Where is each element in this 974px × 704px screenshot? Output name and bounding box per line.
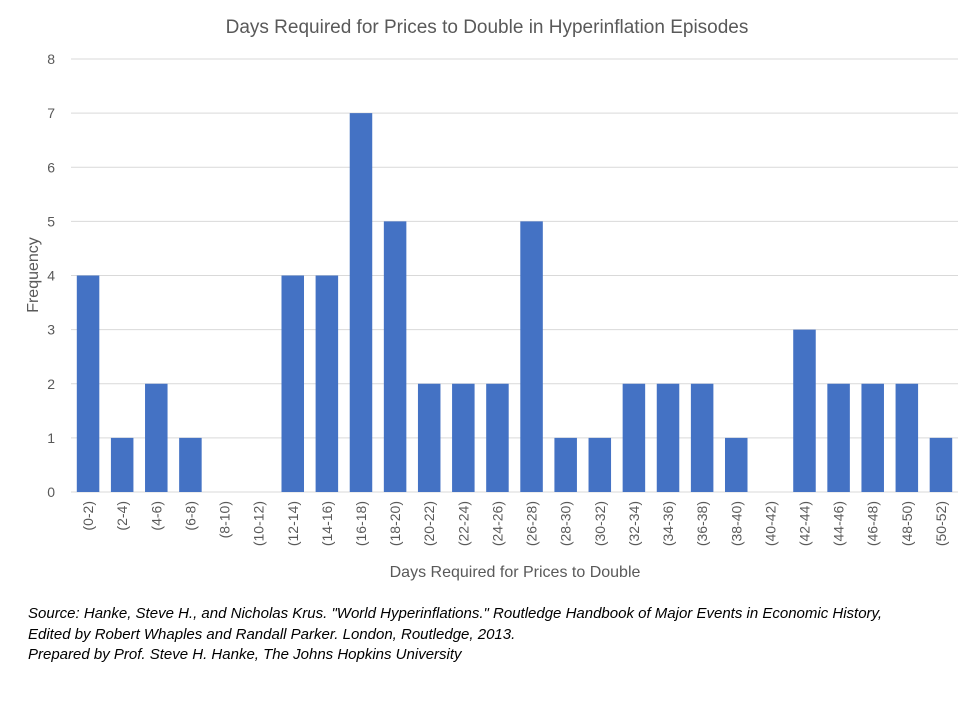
bar-14-16 (315, 275, 339, 492)
chart-title: Days Required for Prices to Double in Hy… (226, 17, 749, 38)
bar-2-4 (110, 437, 134, 492)
x-tick-label: (0-2) (80, 501, 96, 531)
x-tick-label: (50-52) (933, 501, 949, 546)
bar-34-36 (656, 383, 680, 492)
x-tick-label: (2-4) (114, 501, 130, 531)
bar-chart: Days Required for Prices to Double in Hy… (25, 17, 958, 581)
bar-20-22 (417, 383, 441, 492)
bar-4-6 (145, 383, 168, 492)
bar-22-24 (452, 383, 475, 492)
y-tick-label: 1 (47, 430, 55, 446)
x-tick-label: (44-46) (831, 501, 847, 546)
bar-44-46 (827, 383, 850, 492)
x-tick-label: (20-22) (421, 501, 437, 546)
y-axis-ticks: 0 1 2 3 4 5 6 7 8 (47, 51, 55, 500)
x-axis-title: Days Required for Prices to Double (390, 564, 641, 581)
gridlines (71, 58, 958, 493)
bar-48-50 (895, 383, 919, 492)
x-tick-label: (12-14) (285, 501, 301, 546)
x-tick-label: (32-34) (626, 501, 642, 546)
x-tick-label: (36-38) (694, 501, 710, 546)
x-tick-label: (30-32) (592, 501, 608, 546)
source-line-1: Source: Hanke, Steve H., and Nicholas Kr… (28, 605, 883, 622)
prepared-by-line: Prepared by Prof. Steve H. Hanke, The Jo… (28, 646, 462, 663)
bar-26-28 (520, 221, 543, 492)
x-tick-label: (40-42) (762, 501, 778, 546)
x-tick-label: (28-30) (558, 501, 574, 546)
bars (76, 113, 953, 492)
x-tick-label: (16-18) (353, 501, 369, 546)
x-tick-label: (42-44) (796, 501, 812, 546)
source-notes: Source: Hanke, Steve H., and Nicholas Kr… (28, 604, 958, 666)
y-tick-label: 4 (47, 268, 55, 284)
y-tick-label: 2 (47, 376, 55, 392)
bar-46-48 (861, 383, 884, 492)
y-tick-label: 5 (47, 213, 55, 229)
y-axis-title: Frequency (25, 237, 42, 313)
x-tick-label: (24-26) (489, 501, 505, 546)
bar-50-52 (929, 437, 953, 492)
bar-0-2 (76, 275, 100, 492)
bar-30-32 (588, 437, 612, 492)
x-tick-label: (48-50) (899, 501, 915, 546)
x-tick-label: (34-36) (660, 501, 676, 546)
x-tick-label: (38-40) (728, 501, 744, 546)
bar-16-18 (349, 113, 373, 492)
y-tick-label: 6 (47, 159, 55, 175)
bar-18-20 (383, 221, 407, 492)
bar-24-26 (486, 383, 509, 492)
x-tick-label: (10-12) (251, 501, 267, 546)
bar-12-14 (281, 275, 305, 492)
y-tick-label: 7 (47, 105, 55, 121)
y-tick-label: 8 (47, 51, 55, 67)
bar-32-34 (622, 383, 646, 492)
x-tick-label: (4-6) (148, 501, 164, 531)
x-tick-label: (14-16) (319, 501, 335, 546)
x-tick-label: (8-10) (217, 501, 233, 538)
x-tick-label: (26-28) (524, 501, 540, 546)
bar-42-44 (793, 329, 816, 492)
x-tick-label: (6-8) (182, 501, 198, 531)
x-tick-label: (18-20) (387, 501, 403, 546)
x-tick-label: (22-24) (455, 501, 471, 546)
y-tick-label: 3 (47, 322, 55, 338)
bar-6-8 (179, 437, 202, 492)
x-tick-label: (46-48) (865, 501, 881, 546)
bar-28-30 (554, 437, 577, 492)
x-axis-ticks: (0-2) (2-4) (4-6) (6-8) (8-10) (10-12) (12-14)… (80, 501, 949, 546)
bar-36-38 (690, 383, 714, 492)
bar-38-40 (724, 437, 748, 492)
y-tick-label: 0 (47, 484, 55, 500)
source-line-2: Edited by Robert Whaples and Randall Par… (28, 625, 516, 643)
